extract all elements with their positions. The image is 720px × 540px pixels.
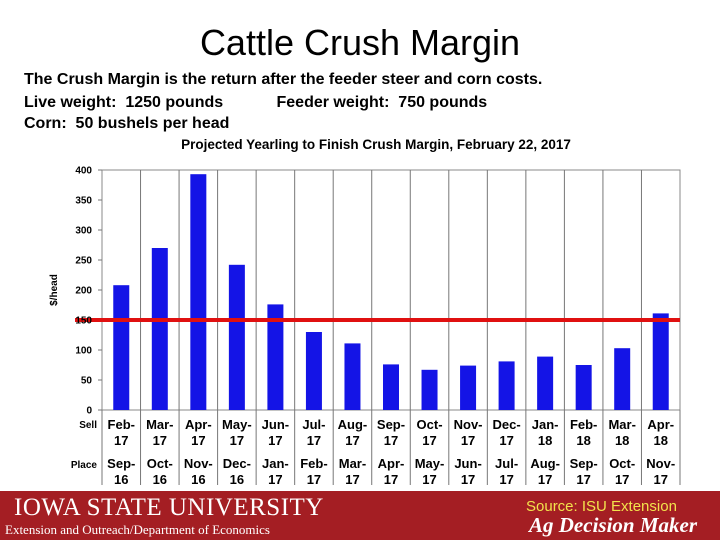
bar — [151, 248, 168, 410]
slide-title: Cattle Crush Margin — [199, 22, 521, 63]
sell-month-label: Mar- — [146, 417, 173, 432]
row-label-place: Place — [71, 460, 98, 471]
place-month-label: 17 — [345, 472, 359, 487]
bar — [614, 348, 631, 410]
sell-month-label: May- — [222, 417, 252, 432]
bar — [267, 304, 284, 410]
place-month-label: Apr- — [378, 456, 405, 471]
chart-title: Projected Yearling to Finish Crush Margi… — [181, 137, 571, 152]
sell-month-label: Sep- — [377, 417, 405, 432]
place-month-label: 16 — [191, 472, 205, 487]
y-tick-label: 50 — [81, 376, 93, 387]
sell-month-label: 17 — [384, 433, 398, 448]
place-month-label: Nov- — [646, 456, 675, 471]
row-label-sell: Sell — [79, 420, 97, 431]
place-month-label: Mar- — [339, 456, 366, 471]
sell-month-label: 17 — [230, 433, 244, 448]
sell-month-label: 17 — [499, 433, 513, 448]
sell-month-label: Oct- — [417, 417, 443, 432]
sell-month-label: Mar- — [608, 417, 635, 432]
y-tick-label: 350 — [75, 196, 92, 207]
y-tick-label: 100 — [75, 346, 92, 357]
bar — [305, 332, 322, 410]
y-tick-label: 250 — [75, 256, 92, 267]
sell-month-label: Jan- — [532, 417, 559, 432]
place-month-label: 17 — [615, 472, 629, 487]
place-month-label: 16 — [114, 472, 128, 487]
place-month-label: Feb- — [300, 456, 327, 471]
sell-month-label: 17 — [345, 433, 359, 448]
y-tick-label: 400 — [75, 166, 92, 177]
description-line-3: Corn: 50 bushels per head — [24, 115, 230, 132]
bar — [228, 264, 245, 410]
sell-month-label: 17 — [114, 433, 128, 448]
crush-margin-chart: Projected Yearling to Finish Crush Margi… — [49, 137, 681, 487]
bar — [113, 285, 130, 410]
sell-month-label: Nov- — [454, 417, 483, 432]
place-month-label: Jun- — [454, 456, 481, 471]
source-label: Source: ISU Extension — [526, 498, 677, 515]
bar — [190, 174, 207, 410]
sell-month-label: 17 — [153, 433, 167, 448]
ag-decision-maker-logo: Ag Decision Maker — [529, 513, 697, 537]
bar — [498, 361, 515, 410]
sell-month-label: 17 — [461, 433, 475, 448]
place-month-label: Dec- — [223, 456, 251, 471]
sell-month-label: Jul- — [302, 417, 325, 432]
place-month-label: 17 — [384, 472, 398, 487]
bar — [537, 356, 554, 410]
bar — [652, 313, 669, 410]
sell-month-label: 18 — [615, 433, 629, 448]
place-month-label: 16 — [230, 472, 244, 487]
place-month-label: Oct- — [609, 456, 635, 471]
iowa-state-logo: IOWA STATE UNIVERSITY — [14, 494, 324, 521]
place-month-label: 17 — [422, 472, 436, 487]
sell-month-label: Apr- — [647, 417, 674, 432]
bar — [460, 365, 477, 410]
sell-month-label: Aug- — [338, 417, 368, 432]
place-month-label: Oct- — [147, 456, 173, 471]
place-month-label: Nov- — [184, 456, 213, 471]
bar — [421, 369, 438, 410]
sell-month-label: Dec- — [493, 417, 521, 432]
place-month-label: Aug- — [530, 456, 560, 471]
sell-month-label: 17 — [422, 433, 436, 448]
place-month-label: Sep- — [107, 456, 135, 471]
sell-month-label: 18 — [538, 433, 552, 448]
place-month-label: 17 — [576, 472, 590, 487]
description-line-1: The Crush Margin is the return after the… — [24, 71, 543, 88]
place-month-label: 17 — [268, 472, 282, 487]
sell-month-label: 17 — [191, 433, 205, 448]
y-tick-label: 150 — [75, 316, 92, 327]
sell-month-label: 18 — [576, 433, 590, 448]
sell-month-label: Feb- — [108, 417, 135, 432]
bar — [344, 343, 361, 410]
place-month-label: 17 — [499, 472, 513, 487]
sell-month-label: Feb- — [570, 417, 597, 432]
sell-month-label: Jun- — [262, 417, 289, 432]
footer-bar — [0, 491, 720, 540]
bar — [383, 364, 399, 410]
y-tick-label: 0 — [86, 406, 92, 417]
place-month-label: 16 — [153, 472, 167, 487]
sell-month-label: 17 — [268, 433, 282, 448]
place-month-label: 17 — [538, 472, 552, 487]
place-month-label: 17 — [307, 472, 321, 487]
y-tick-label: 300 — [75, 226, 92, 237]
place-month-label: 17 — [653, 472, 667, 487]
place-month-label: Sep- — [570, 456, 598, 471]
sell-month-label: 17 — [307, 433, 321, 448]
sell-month-label: Apr- — [185, 417, 212, 432]
department-label: Extension and Outreach/Department of Eco… — [5, 522, 270, 537]
place-month-label: May- — [415, 456, 445, 471]
y-axis-label: $/head — [49, 274, 60, 306]
description-line-2: Live weight: 1250 pounds Feeder weight: … — [24, 94, 488, 111]
y-tick-label: 200 — [75, 286, 92, 297]
place-month-label: 17 — [461, 472, 475, 487]
bar — [575, 365, 592, 410]
place-month-label: Jul- — [495, 456, 518, 471]
place-month-label: Jan- — [262, 456, 289, 471]
sell-month-label: 18 — [653, 433, 667, 448]
